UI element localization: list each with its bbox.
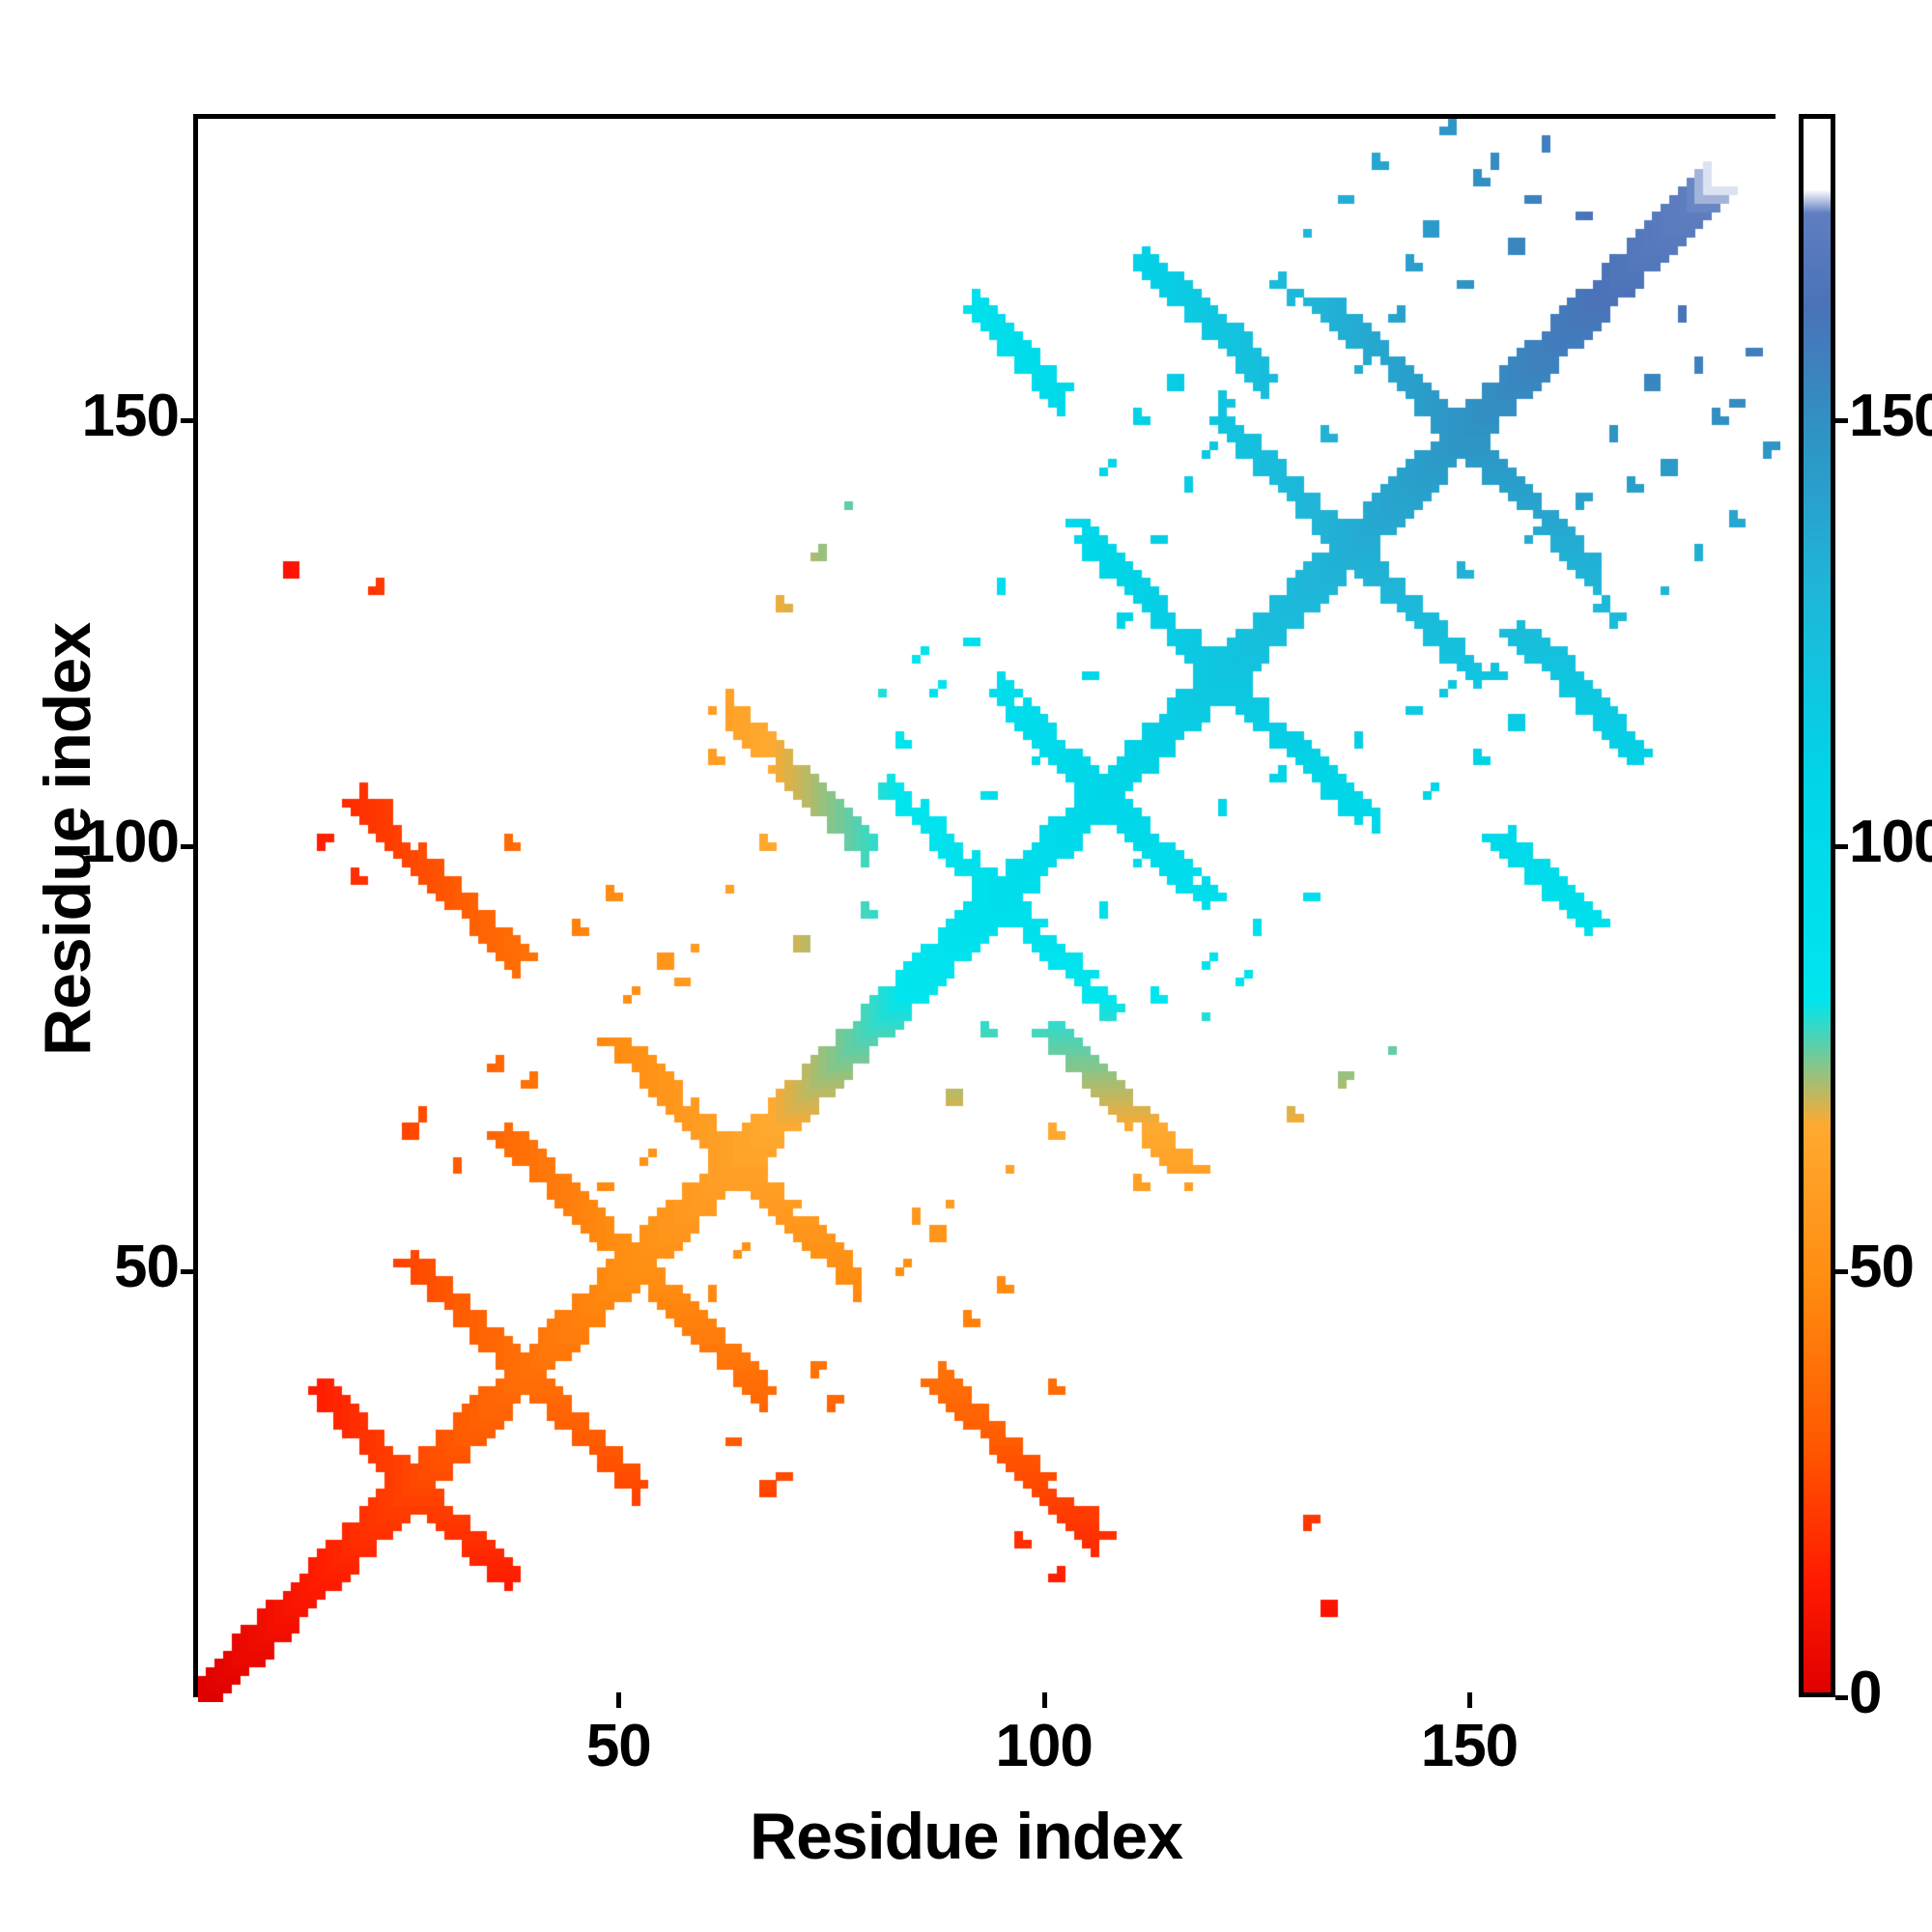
contact-map-canvas: [198, 119, 1780, 1702]
colorbar: [1799, 114, 1835, 1697]
colorbar-tick-label: 50: [1849, 1234, 1915, 1301]
x-tick-label: 100: [995, 1713, 1093, 1779]
colorbar-tick-label: 0: [1849, 1660, 1882, 1726]
y-axis-title: Residue index: [31, 622, 104, 1057]
colorbar-tick-mark: [1835, 418, 1848, 424]
contact-map-plot: [193, 114, 1780, 1702]
y-axis-title-wrapper: Residue index: [30, 356, 105, 1322]
x-tick-mark: [616, 1692, 622, 1708]
colorbar-tick-label: 100: [1849, 808, 1932, 875]
y-tick-mark: [181, 843, 196, 849]
colorbar-tick-mark: [1835, 843, 1848, 849]
y-tick-label: 150: [81, 383, 180, 450]
x-tick-mark: [1466, 1692, 1472, 1708]
y-tick-label: 100: [81, 808, 180, 875]
y-tick-label: 50: [114, 1234, 180, 1301]
colorbar-tick-label: 150: [1849, 383, 1932, 450]
colorbar-tick-mark: [1835, 1269, 1848, 1275]
colorbar-gradient: [1804, 119, 1831, 1692]
x-axis-title: Residue index: [749, 1800, 1183, 1873]
colorbar-tick-mark: [1835, 1695, 1848, 1700]
x-tick-mark: [1041, 1692, 1047, 1708]
x-tick-label: 50: [585, 1713, 652, 1779]
y-tick-mark: [181, 1269, 196, 1275]
y-tick-mark: [181, 418, 196, 424]
x-tick-label: 150: [1420, 1713, 1519, 1779]
